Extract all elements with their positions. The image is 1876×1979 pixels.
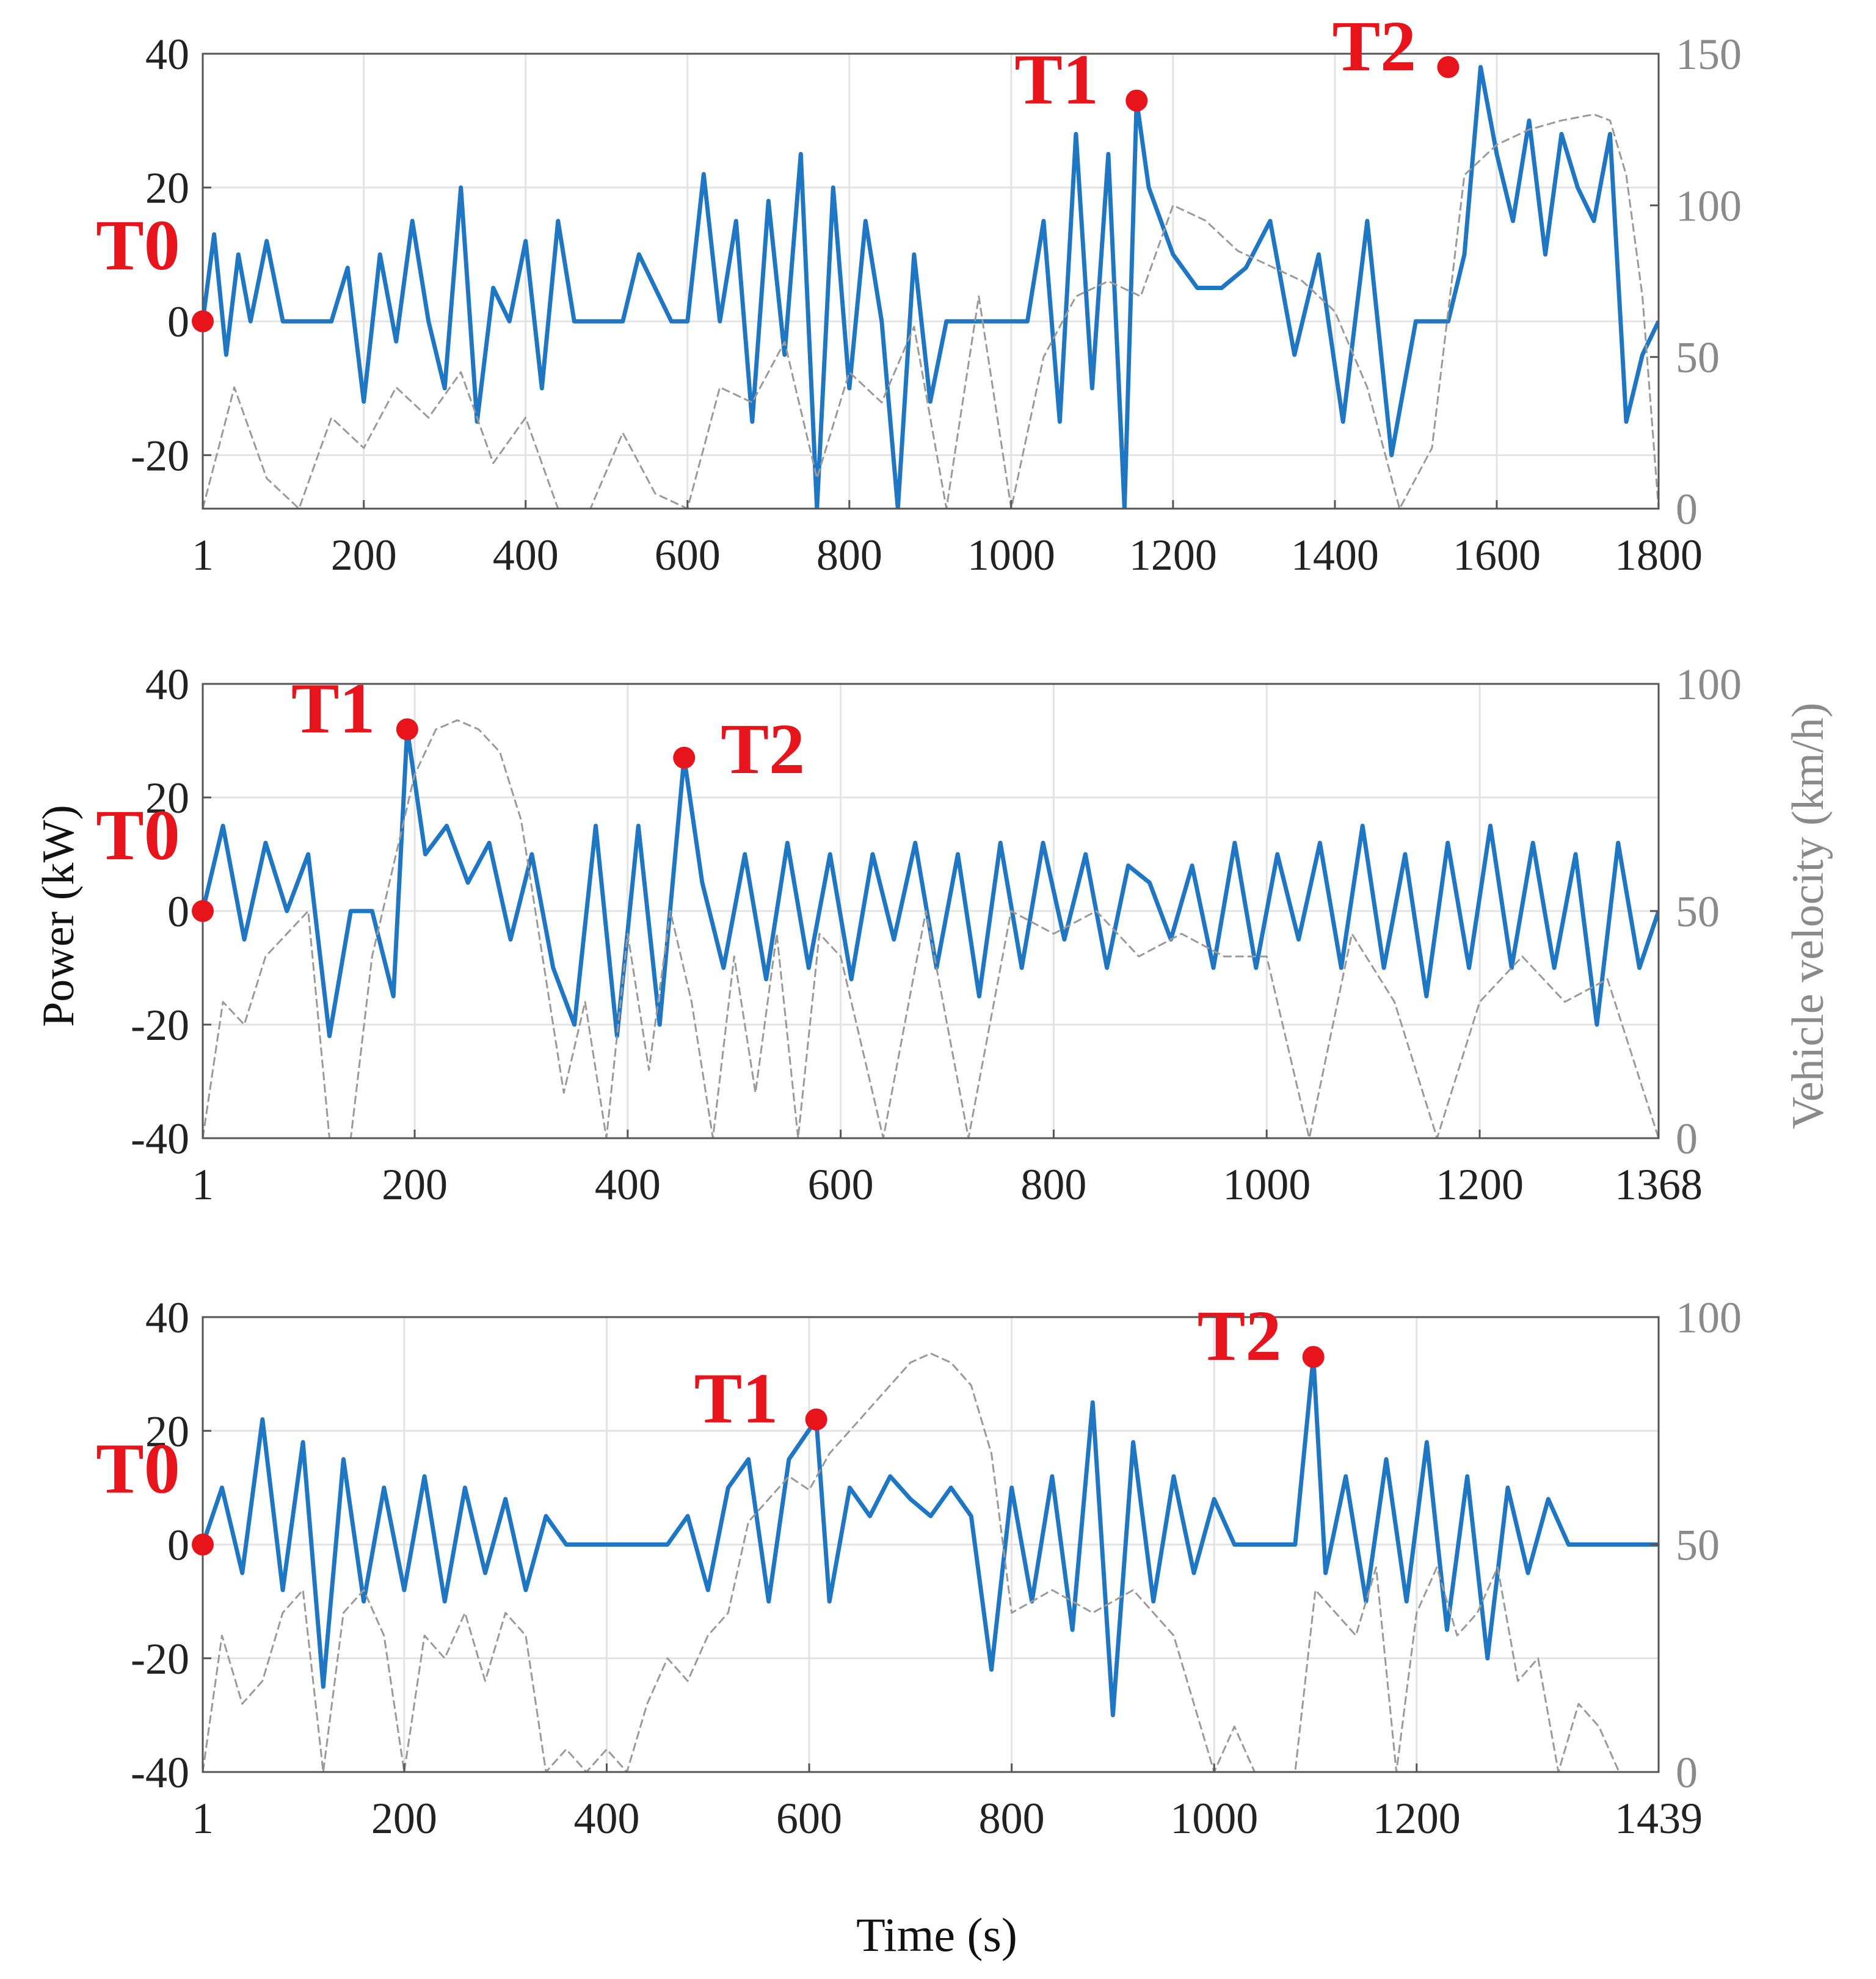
y2-tick-label: 100: [1676, 660, 1742, 709]
x-tick-label: 800: [979, 1794, 1045, 1843]
marker-t1-dot: [396, 718, 418, 741]
x-tick-label: 600: [808, 1160, 874, 1209]
marker-t2-dot: [1437, 56, 1460, 78]
x-tick-label: 1000: [1170, 1794, 1258, 1843]
marker-t0-dot: [192, 900, 214, 922]
marker-t2-dot: [673, 746, 696, 769]
marker-t0-dot: [192, 1533, 214, 1556]
marker-t0-label: T0: [96, 795, 180, 875]
y-tick-label: 40: [145, 660, 189, 709]
y2-tick-label: 50: [1676, 887, 1720, 936]
y-tick-label: 20: [145, 1407, 189, 1456]
y2-tick-label: 50: [1676, 1521, 1720, 1570]
x-tick-label: 1368: [1615, 1160, 1703, 1209]
chart-panel-2: 1 200 400 600 800 1000 1200 136840200-20-401005…: [96, 660, 1742, 1209]
y-tick-label: 20: [145, 164, 189, 212]
marker-t2-label: T2: [1198, 1296, 1282, 1376]
x-tick-label: 400: [573, 1794, 639, 1843]
power-series-line: [203, 727, 1659, 1039]
y2-tick-label: 150: [1676, 30, 1742, 79]
x-tick-label: 600: [655, 531, 721, 579]
power-series-line: [203, 1354, 1659, 1718]
y-tick-label: 0: [167, 1521, 189, 1570]
marker-t0-label: T0: [96, 1429, 180, 1509]
x-tick-label: 1: [192, 1160, 214, 1209]
y2-tick-label: 0: [1676, 1748, 1698, 1797]
x-tick-label: 1000: [1223, 1160, 1311, 1209]
power-series-line: [203, 65, 1659, 509]
x-tick-label: 1600: [1453, 531, 1541, 579]
marker-t1-label: T1: [694, 1359, 779, 1439]
y-tick-label: 40: [145, 1293, 189, 1342]
marker-t2-dot: [1302, 1346, 1325, 1368]
x-tick-label: 400: [595, 1160, 661, 1209]
chart-panel-1: 1 200 400 600 800 1000 1200 1400 1600 180040200-2…: [96, 6, 1742, 579]
y2-tick-label: 0: [1676, 1114, 1698, 1163]
velocity-series-line: [203, 719, 1659, 1138]
x-tick-label: 1: [192, 531, 214, 579]
x-tick-label: 1: [192, 1794, 214, 1843]
x-tick-label: 200: [382, 1160, 448, 1209]
marker-t1-dot: [805, 1408, 827, 1431]
x-tick-label: 800: [816, 531, 882, 579]
x-tick-label: 1400: [1291, 531, 1379, 579]
marker-t0-label: T0: [96, 205, 180, 285]
x-tick-label: 1800: [1615, 531, 1703, 579]
y2-tick-label: 0: [1676, 485, 1698, 534]
x-tick-label: 1000: [967, 531, 1055, 579]
x-tick-label: 400: [493, 531, 559, 579]
marker-t1-label: T1: [1014, 40, 1099, 120]
x-tick-label: 1200: [1436, 1160, 1524, 1209]
x-tick-label: 1439: [1615, 1794, 1703, 1843]
y-tick-label: 20: [145, 774, 189, 822]
x-axis-title: Time (s): [856, 1908, 1017, 1961]
y-tick-label: 0: [167, 297, 189, 346]
marker-t1-dot: [1125, 89, 1148, 112]
y-tick-label: 40: [145, 30, 189, 79]
x-tick-label: 1200: [1373, 1794, 1461, 1843]
y-tick-label: -40: [131, 1748, 189, 1797]
marker-t1-label: T1: [291, 668, 376, 748]
plot-frame: [202, 53, 1660, 510]
y-axis-title-right: Vehicle velocity (km/h): [1783, 703, 1833, 1130]
velocity-series-line: [203, 113, 1659, 509]
marker-t2-label: T2: [721, 709, 805, 789]
y2-tick-label: 100: [1676, 1293, 1742, 1342]
y-tick-label: -20: [131, 1001, 189, 1050]
x-tick-label: 600: [776, 1794, 842, 1843]
velocity-series-line: [203, 1353, 1659, 1772]
y-tick-label: 0: [167, 887, 189, 936]
y-tick-label: -40: [131, 1114, 189, 1163]
x-tick-label: 200: [371, 1794, 437, 1843]
x-tick-label: 800: [1020, 1160, 1086, 1209]
marker-t0-dot: [192, 310, 214, 333]
x-tick-label: 1200: [1129, 531, 1217, 579]
chart-panel-3: 1 200 400 600 800 1000 1200 143940200-20-401005…: [96, 1293, 1742, 1843]
y-tick-label: -20: [131, 1635, 189, 1683]
y-axis-title-left: Power (kW): [34, 805, 84, 1027]
y-tick-label: -20: [131, 431, 189, 480]
y2-tick-label: 50: [1676, 333, 1720, 382]
x-tick-label: 200: [331, 531, 397, 579]
y2-tick-label: 100: [1676, 181, 1742, 230]
marker-t2-label: T2: [1332, 6, 1416, 86]
